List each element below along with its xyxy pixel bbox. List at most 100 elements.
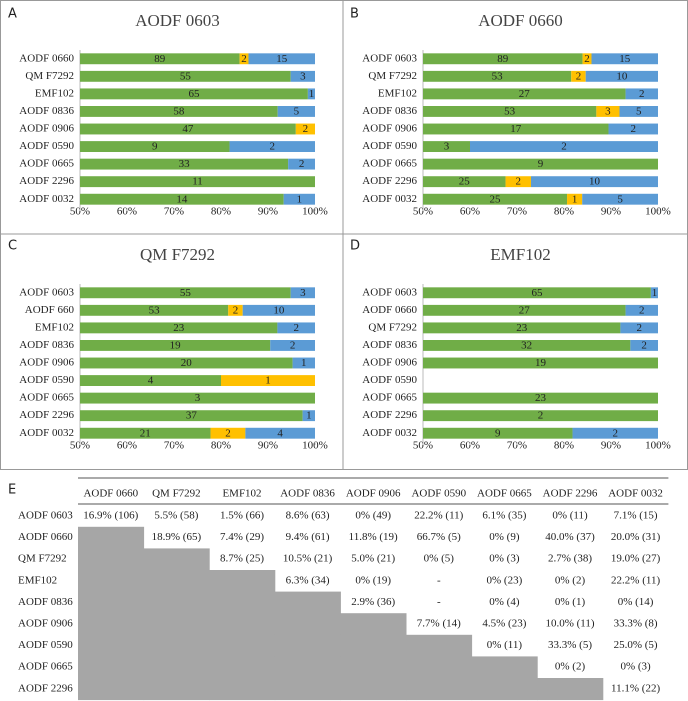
table-cell: 10.5% (21)	[283, 553, 333, 565]
bar-segment	[248, 53, 315, 65]
bar-segment	[283, 193, 315, 205]
x-tick-label: 100%	[645, 440, 671, 452]
bar-segment	[80, 123, 296, 135]
bar-segment	[80, 287, 291, 299]
data-label: 53	[504, 105, 516, 117]
table-cell: 1.5% (66)	[220, 510, 264, 522]
data-label: 19	[170, 339, 182, 351]
x-tick-label: 50%	[413, 206, 433, 218]
bar-segment	[630, 340, 658, 351]
data-label: 21	[140, 427, 151, 439]
y-tick-label: QM F7292	[25, 70, 74, 82]
x-tick-label: 70%	[507, 440, 527, 452]
data-label: 2	[516, 176, 522, 188]
empty-cell	[143, 656, 210, 679]
empty-cell	[274, 591, 341, 614]
y-tick-label: AODF 0603	[362, 52, 417, 64]
data-label: 14	[176, 193, 188, 205]
bar-segment	[582, 193, 658, 205]
bar-segment	[80, 340, 271, 351]
bar-segment	[80, 375, 221, 386]
table-cell: 22.2% (11)	[414, 510, 463, 522]
empty-cell	[78, 634, 145, 657]
row-label: QM F7292	[18, 553, 67, 565]
y-tick-label: AODF 0032	[362, 193, 417, 205]
data-label: 37	[186, 410, 198, 422]
table-cell: 9.4% (61)	[286, 531, 330, 543]
bar-segment	[423, 106, 597, 117]
column-header: AODF 0660	[83, 488, 138, 500]
empty-cell	[143, 591, 210, 614]
bar-segment	[80, 176, 315, 188]
data-label: 25	[459, 176, 471, 188]
bar-segment	[80, 427, 211, 439]
bar-segment	[423, 427, 573, 439]
data-label: 3	[300, 70, 306, 82]
bar-segment	[596, 106, 620, 117]
column-header: AODF 0906	[346, 488, 401, 500]
bar-segment	[625, 304, 658, 316]
empty-cell	[78, 613, 145, 636]
y-tick-label: AODF 2296	[19, 175, 74, 187]
bar-segment	[290, 287, 315, 299]
bar-segment	[423, 158, 658, 170]
table-cell: 25.0% (5)	[614, 639, 658, 651]
column-header: AODF 0836	[280, 488, 335, 500]
data-label: 23	[516, 322, 528, 334]
y-tick-label: AODF 0590	[19, 140, 74, 152]
bar-segment	[423, 304, 626, 316]
empty-cell	[471, 656, 538, 679]
panel-label: C	[8, 239, 17, 254]
empty-cell	[209, 678, 276, 701]
empty-cell	[274, 613, 341, 636]
bar-segment	[307, 88, 315, 100]
bar-segment	[470, 141, 658, 152]
empty-cell	[209, 591, 276, 614]
data-label: 4	[277, 427, 283, 439]
table-cell: 0% (49)	[355, 510, 391, 522]
panel-label: A	[8, 7, 17, 22]
y-tick-label: AODF 0603	[362, 286, 417, 298]
bar-segment	[242, 304, 315, 316]
table-cell: 0% (23)	[487, 574, 523, 586]
chart-title: AODF 0603	[135, 11, 220, 30]
data-label: 2	[538, 410, 544, 422]
x-tick-label: 60%	[117, 206, 137, 218]
bar-segment	[505, 176, 531, 188]
table-cell: 20.0% (31)	[611, 531, 661, 543]
data-label: 2	[299, 158, 305, 170]
x-tick-label: 70%	[164, 440, 184, 452]
bar-segment	[582, 53, 592, 65]
table-cell: 0% (4)	[489, 596, 520, 608]
table-cell: 6.3% (34)	[286, 574, 330, 586]
y-tick-label: EMF102	[35, 87, 74, 99]
table-cell: 22.2% (11)	[611, 574, 660, 586]
data-label: 1	[297, 193, 303, 205]
x-tick-label: 80%	[554, 206, 574, 218]
table-cell: 6.1% (35)	[482, 510, 526, 522]
table-cell: 33.3% (8)	[614, 618, 658, 630]
data-label: 32	[521, 339, 532, 351]
y-tick-label: AODF 0660	[362, 304, 417, 316]
data-label: 10	[273, 304, 285, 316]
table-cell: 5.5% (58)	[154, 510, 198, 522]
empty-cell	[209, 656, 276, 679]
empty-cell	[274, 634, 341, 657]
data-label: 2	[225, 427, 231, 439]
data-label: 65	[531, 287, 543, 299]
x-tick-label: 50%	[70, 440, 90, 452]
bar-segment	[80, 304, 229, 316]
bar-segment	[423, 287, 651, 299]
data-label: 1	[301, 357, 307, 369]
empty-cell	[406, 678, 473, 701]
data-label: 1	[265, 375, 271, 387]
x-tick-label: 80%	[554, 440, 574, 452]
data-label: 2	[293, 322, 299, 334]
bar-segment	[295, 123, 315, 135]
row-label: AODF 0590	[18, 639, 73, 651]
data-label: 2	[631, 123, 637, 135]
x-tick-label: 100%	[302, 440, 328, 452]
empty-cell	[406, 656, 473, 679]
table-cell: -	[437, 596, 441, 608]
x-tick-label: 90%	[258, 206, 278, 218]
